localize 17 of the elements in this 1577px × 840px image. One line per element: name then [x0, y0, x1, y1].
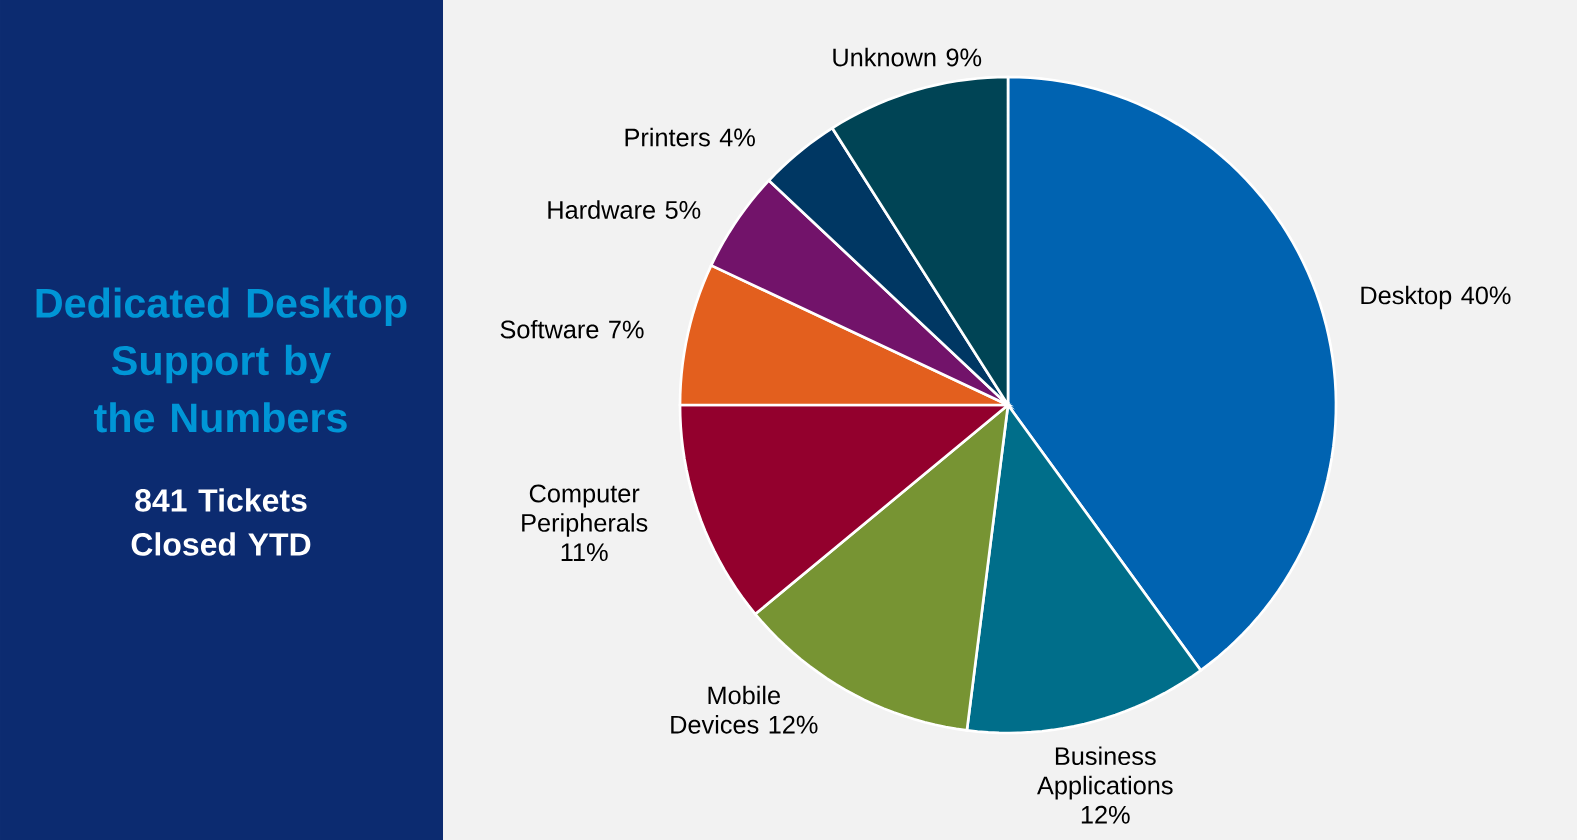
data-label: 4%	[719, 128, 755, 147]
slice-label: Hardware	[548, 200, 655, 219]
data-label: 7%	[609, 320, 644, 339]
text: 841 Tickets Closed YTD	[131, 488, 311, 556]
slice-label: Unknown	[833, 47, 936, 67]
data-label: 12%	[1081, 805, 1130, 824]
data-label: 9%	[946, 48, 982, 67]
data-label: 11%	[561, 543, 608, 562]
data-label: 12%	[769, 715, 818, 734]
slice-label: Software	[500, 319, 599, 339]
slice-label: Printers	[625, 127, 710, 147]
text: Dedicated Desktop Support by the Numbers	[36, 287, 407, 433]
slice-label: Computer Peripherals	[522, 484, 648, 537]
data-label: 40%	[1461, 286, 1511, 305]
slice-label: Desktop	[1361, 285, 1452, 310]
data-label: 5%	[665, 201, 701, 219]
slice-label: Business Applications	[1037, 746, 1173, 800]
